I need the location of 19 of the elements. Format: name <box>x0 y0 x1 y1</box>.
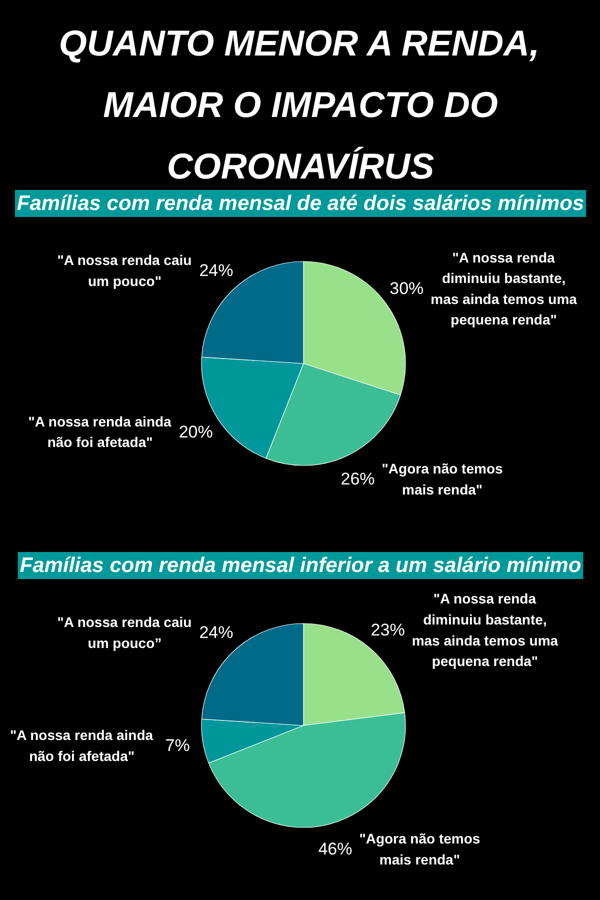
data-label: 24% <box>199 261 234 280</box>
slice-label: "A nossa renda ainda não foi afetada" <box>28 413 172 450</box>
slice-label: "A nossa renda caiu um pouco” <box>57 614 192 651</box>
slice-label: "A nossa renda diminuiu bastante, mas ainda temos uma pequena renda" <box>430 249 578 328</box>
chart-subtitle: Famílias com renda mensal inferior a um salário mínimo <box>20 554 582 577</box>
slice-label: "A nossa renda diminuiu bastante, mas ainda temos uma pequena renda" <box>412 590 558 670</box>
slice-label: "Agora não temos mais renda" <box>359 830 480 868</box>
chart-subtitle: Famílias com renda mensal de até dois salários mínimos <box>16 192 584 215</box>
data-label: 24% <box>199 623 234 642</box>
slice-label: "Agora não temos mais renda" <box>382 460 503 498</box>
data-label: 30% <box>390 279 424 298</box>
data-label: 26% <box>340 469 375 488</box>
data-label: 23% <box>370 620 405 640</box>
data-label: 7% <box>165 736 190 755</box>
data-label: 20% <box>178 422 213 442</box>
chart-title: QUANTO MENOR A RENDA, MAIOR O IMPACTO DO CORONAVÍRUS <box>58 22 540 186</box>
slice-label: "A nossa renda ainda não foi afetada" <box>10 727 154 764</box>
data-label: 46% <box>318 839 352 858</box>
slice-label: "A nossa renda caiu um pouco" <box>57 252 192 289</box>
